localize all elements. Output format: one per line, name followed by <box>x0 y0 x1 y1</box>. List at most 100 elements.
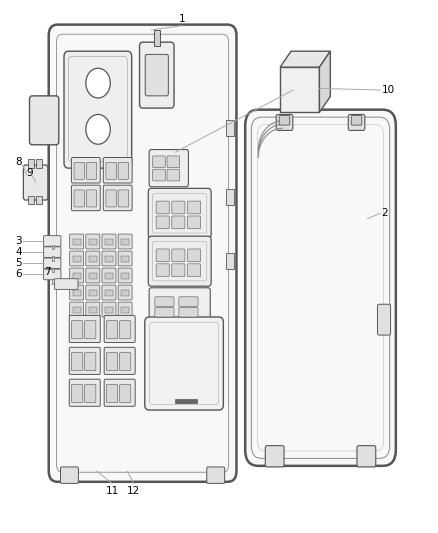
FancyBboxPatch shape <box>54 279 78 289</box>
FancyBboxPatch shape <box>140 42 174 108</box>
FancyBboxPatch shape <box>351 116 362 125</box>
FancyBboxPatch shape <box>155 297 174 306</box>
FancyBboxPatch shape <box>49 25 237 482</box>
FancyBboxPatch shape <box>74 190 85 207</box>
Circle shape <box>86 115 110 144</box>
Bar <box>52 268 54 272</box>
FancyBboxPatch shape <box>102 268 116 283</box>
FancyBboxPatch shape <box>172 264 185 277</box>
FancyBboxPatch shape <box>172 201 185 214</box>
Polygon shape <box>319 51 330 112</box>
FancyBboxPatch shape <box>103 158 132 183</box>
FancyBboxPatch shape <box>187 201 201 214</box>
Text: 12: 12 <box>127 486 141 496</box>
Bar <box>121 273 129 279</box>
FancyBboxPatch shape <box>85 321 96 339</box>
Text: 8: 8 <box>15 157 21 167</box>
FancyBboxPatch shape <box>71 185 100 211</box>
FancyBboxPatch shape <box>172 249 185 262</box>
Bar <box>89 239 97 245</box>
FancyBboxPatch shape <box>104 348 135 374</box>
Bar <box>105 239 113 245</box>
FancyBboxPatch shape <box>118 190 129 207</box>
Bar <box>36 196 42 204</box>
FancyBboxPatch shape <box>156 264 169 277</box>
FancyBboxPatch shape <box>69 348 100 374</box>
FancyBboxPatch shape <box>187 216 201 229</box>
FancyBboxPatch shape <box>60 467 78 483</box>
Text: 11: 11 <box>106 486 119 496</box>
FancyBboxPatch shape <box>118 268 132 283</box>
FancyBboxPatch shape <box>86 234 100 249</box>
FancyBboxPatch shape <box>71 353 83 370</box>
FancyBboxPatch shape <box>179 297 198 306</box>
FancyBboxPatch shape <box>118 285 132 300</box>
FancyBboxPatch shape <box>43 247 61 257</box>
FancyBboxPatch shape <box>74 163 85 179</box>
Bar <box>52 256 54 261</box>
FancyBboxPatch shape <box>43 269 61 280</box>
FancyBboxPatch shape <box>69 379 100 406</box>
Bar <box>121 307 129 313</box>
FancyBboxPatch shape <box>187 249 201 262</box>
FancyBboxPatch shape <box>85 384 96 402</box>
FancyBboxPatch shape <box>106 353 118 370</box>
Bar <box>121 256 129 262</box>
Bar <box>105 273 113 279</box>
FancyBboxPatch shape <box>145 54 168 96</box>
Polygon shape <box>280 67 319 112</box>
FancyBboxPatch shape <box>106 163 117 179</box>
Text: 5: 5 <box>15 259 21 268</box>
FancyBboxPatch shape <box>167 169 180 181</box>
Text: 3: 3 <box>15 236 21 246</box>
FancyBboxPatch shape <box>43 258 61 269</box>
Bar <box>105 256 113 262</box>
FancyBboxPatch shape <box>104 379 135 406</box>
FancyBboxPatch shape <box>70 234 84 249</box>
Bar <box>105 290 113 296</box>
FancyBboxPatch shape <box>149 150 188 187</box>
FancyBboxPatch shape <box>118 163 129 179</box>
FancyBboxPatch shape <box>276 115 293 131</box>
FancyBboxPatch shape <box>155 308 174 317</box>
Bar <box>175 399 197 403</box>
FancyBboxPatch shape <box>71 384 83 402</box>
FancyBboxPatch shape <box>156 216 169 229</box>
FancyBboxPatch shape <box>357 446 376 467</box>
FancyBboxPatch shape <box>86 251 100 266</box>
FancyBboxPatch shape <box>69 316 100 343</box>
Text: 7: 7 <box>44 267 51 277</box>
Bar <box>226 120 234 136</box>
FancyBboxPatch shape <box>86 302 100 317</box>
FancyBboxPatch shape <box>23 165 48 200</box>
FancyBboxPatch shape <box>156 249 169 262</box>
Bar <box>73 239 81 245</box>
FancyBboxPatch shape <box>86 190 97 207</box>
Text: 2: 2 <box>381 208 388 219</box>
Polygon shape <box>280 51 330 67</box>
FancyBboxPatch shape <box>149 288 210 322</box>
Bar <box>226 189 234 205</box>
Bar <box>89 307 97 313</box>
FancyBboxPatch shape <box>118 234 132 249</box>
Bar <box>73 307 81 313</box>
FancyBboxPatch shape <box>187 264 201 277</box>
FancyBboxPatch shape <box>106 384 118 402</box>
FancyBboxPatch shape <box>102 285 116 300</box>
Bar <box>73 273 81 279</box>
Bar <box>28 159 34 167</box>
FancyBboxPatch shape <box>70 251 84 266</box>
Bar <box>121 239 129 245</box>
FancyBboxPatch shape <box>378 304 391 335</box>
FancyBboxPatch shape <box>71 321 83 339</box>
FancyBboxPatch shape <box>120 353 131 370</box>
Bar <box>154 30 159 46</box>
FancyBboxPatch shape <box>85 353 96 370</box>
FancyBboxPatch shape <box>207 467 225 483</box>
FancyBboxPatch shape <box>172 216 185 229</box>
Bar <box>121 290 129 296</box>
FancyBboxPatch shape <box>70 285 84 300</box>
FancyBboxPatch shape <box>145 317 223 410</box>
Text: 10: 10 <box>381 85 395 95</box>
FancyBboxPatch shape <box>102 251 116 266</box>
